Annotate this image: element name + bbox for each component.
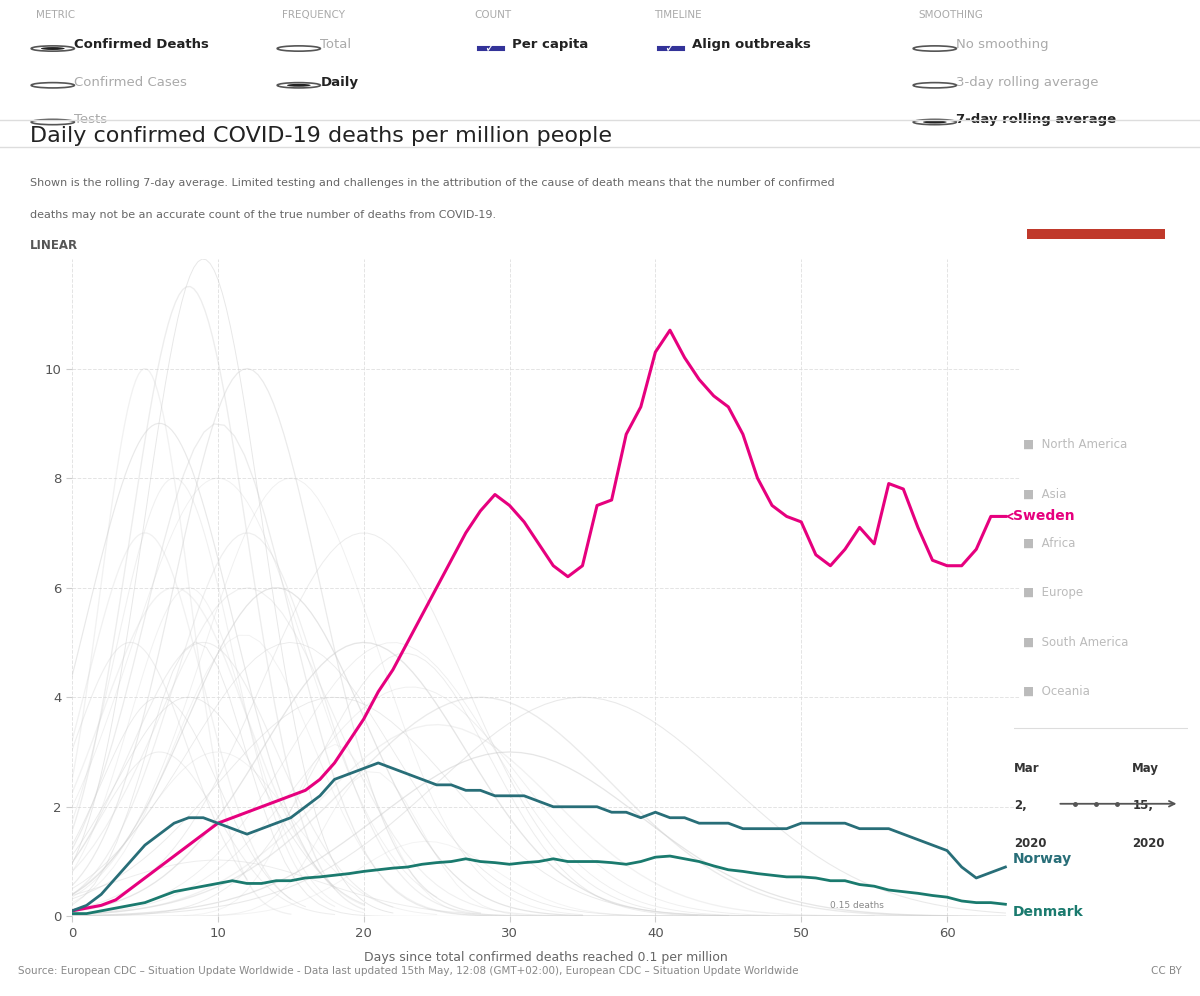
Text: LINEAR: LINEAR (30, 239, 78, 252)
Text: TIMELINE: TIMELINE (654, 10, 702, 20)
Text: Per capita: Per capita (512, 38, 589, 52)
Text: No smoothing: No smoothing (956, 38, 1049, 52)
Text: FREQUENCY: FREQUENCY (282, 10, 346, 20)
Circle shape (287, 84, 311, 87)
Text: CC BY: CC BY (1151, 966, 1182, 976)
Text: Source: European CDC – Situation Update Worldwide - Data last updated 15th May, : Source: European CDC – Situation Update … (18, 966, 798, 976)
Text: COUNT: COUNT (474, 10, 511, 20)
Circle shape (923, 121, 947, 124)
Circle shape (41, 47, 65, 50)
Text: ✓: ✓ (665, 42, 674, 55)
Text: ■  Europe: ■ Europe (1022, 586, 1082, 600)
Circle shape (31, 46, 74, 51)
Text: ■  South America: ■ South America (1022, 635, 1128, 648)
Text: 2020: 2020 (1014, 837, 1046, 850)
Circle shape (913, 83, 956, 88)
Text: May: May (1133, 762, 1159, 775)
Text: Norway: Norway (1013, 852, 1072, 866)
Text: 3-day rolling average: 3-day rolling average (956, 76, 1099, 89)
Circle shape (31, 83, 74, 88)
Text: 15,: 15, (1133, 799, 1153, 813)
Text: Daily: Daily (320, 76, 359, 89)
Text: SMOOTHING: SMOOTHING (918, 10, 983, 20)
Circle shape (277, 83, 320, 88)
FancyBboxPatch shape (478, 47, 504, 51)
Text: METRIC: METRIC (36, 10, 76, 20)
Text: Shown is the rolling 7-day average. Limited testing and challenges in the attrib: Shown is the rolling 7-day average. Limi… (30, 178, 834, 188)
Text: Mar: Mar (1014, 762, 1039, 775)
Text: in Data: in Data (1069, 200, 1123, 213)
Circle shape (913, 120, 956, 124)
Text: deaths may not be an accurate count of the true number of deaths from COVID-19.: deaths may not be an accurate count of t… (30, 210, 496, 220)
Circle shape (277, 46, 320, 51)
Text: 7-day rolling average: 7-day rolling average (956, 113, 1116, 125)
Circle shape (31, 120, 74, 124)
Text: ■  Asia: ■ Asia (1022, 487, 1066, 501)
Text: ■  Oceania: ■ Oceania (1022, 685, 1090, 698)
Text: ■  North America: ■ North America (1022, 438, 1127, 451)
Bar (1027, 229, 1165, 239)
FancyBboxPatch shape (658, 47, 684, 51)
Text: Confirmed Cases: Confirmed Cases (74, 76, 187, 89)
Text: Our World: Our World (1058, 171, 1134, 184)
Text: ✓: ✓ (485, 42, 494, 55)
Text: ■  Africa: ■ Africa (1022, 537, 1075, 550)
Text: 0.15 deaths: 0.15 deaths (830, 900, 884, 909)
Text: 2020: 2020 (1133, 837, 1165, 850)
Text: Denmark: Denmark (1013, 905, 1084, 919)
Text: Sweden: Sweden (1007, 509, 1074, 524)
Text: Tests: Tests (74, 113, 108, 125)
Text: Total: Total (320, 38, 352, 52)
X-axis label: Days since total confirmed deaths reached 0.1 per million: Days since total confirmed deaths reache… (364, 951, 728, 964)
Text: Align outbreaks: Align outbreaks (692, 38, 811, 52)
Text: 2,: 2, (1014, 799, 1027, 813)
Text: Confirmed Deaths: Confirmed Deaths (74, 38, 209, 52)
Circle shape (913, 46, 956, 51)
Text: Daily confirmed COVID-19 deaths per million people: Daily confirmed COVID-19 deaths per mill… (30, 126, 612, 146)
